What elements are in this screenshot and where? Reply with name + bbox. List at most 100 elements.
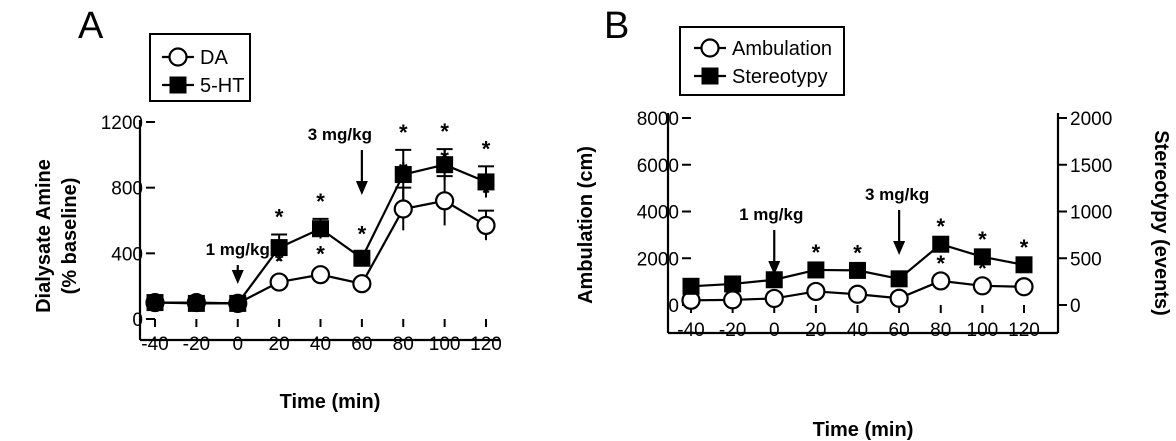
panel-a-data-point (394, 166, 412, 184)
panel-b-legend-marker (700, 38, 720, 58)
panel-a-data-point (269, 272, 289, 292)
panel-a-legend-marker (169, 76, 187, 94)
panel-b-y-tick-label: 2000 (637, 249, 679, 270)
panel-b-y-label-left: Ambulation (cm) (575, 146, 597, 304)
panel-a-annotation-label: 1 mg/kg (206, 240, 270, 259)
panel-b-significance-mark: * (978, 256, 987, 281)
panel-b-x-tick-label: 100 (967, 320, 999, 341)
panel-a-data-point (476, 215, 496, 236)
panel-b-x-tick-label: -20 (719, 320, 746, 341)
panel-b-y-right-tick-label: 1500 (1070, 156, 1112, 177)
panel-a-data-point (352, 274, 372, 294)
panel-b-data-point (807, 261, 825, 279)
panel-a-x-tick-label: -40 (141, 334, 168, 355)
panel-b-data-point (764, 288, 784, 309)
panel-a-significance-mark: * (316, 189, 325, 214)
panel-b-x-tick-label: 40 (847, 320, 868, 341)
panel-a-legend-label: DA (200, 47, 228, 69)
panel-a-significance-mark: * (482, 136, 491, 161)
panel-a-data-point (436, 156, 454, 174)
panel-a-annotation-arrowhead (355, 181, 368, 195)
panel-b-y-tick-label: 6000 (637, 156, 679, 177)
panel-a-x-tick-label: 80 (393, 334, 414, 355)
panel-b-data-point (890, 270, 908, 288)
panel-a-significance-mark: * (275, 249, 284, 274)
panel-a-significance-mark: * (399, 120, 408, 145)
panel-b-data-point (972, 276, 992, 296)
panel-a-x-tick-label: 100 (429, 334, 461, 355)
panel-b-data-point (889, 288, 909, 308)
panel-b-data-point (765, 271, 783, 289)
panel-b-data-point (1015, 256, 1033, 274)
panel-a-legend-label: 5-HT (200, 75, 244, 97)
panel-b-legend (679, 26, 845, 96)
panel-a-significance-mark: * (440, 119, 449, 144)
panel-a-x-tick-label: 20 (269, 334, 290, 355)
panel-a-significance-mark: * (316, 241, 325, 266)
panel-a-data-point (435, 191, 455, 211)
panel-a-data-point (270, 239, 288, 257)
panel-b-letter: B (604, 5, 629, 47)
panel-b-y-tick-label: 8000 (637, 109, 679, 130)
panel-b-y-tick-label: 0 (668, 296, 679, 317)
panel-a: A DA5-HT -40 -20 0 20 40 60 80 100 1200400800120… (33, 5, 502, 413)
panel-b-annotation-label: 1 mg/kg (739, 205, 803, 224)
panel-a-annotation-arrowhead (231, 270, 244, 284)
panel-a-x-label: Time (min) (280, 391, 381, 413)
panel-a-y-tick-label: 400 (111, 244, 143, 265)
panel-a-series-5-ht: * * * * * * (146, 119, 495, 312)
panel-b-series-stereotypy: * * * * * (682, 214, 1033, 295)
panel-b-annotation-label: 3 mg/kg (865, 185, 929, 204)
panel-b-legend-label: Stereotypy (732, 66, 828, 88)
panel-b-annotation-arrowhead (893, 241, 906, 255)
panel-b-x-tick-label: 0 (769, 320, 780, 341)
panel-a-data-point (477, 173, 495, 191)
panel-a-data-point (393, 199, 413, 219)
panel-b-legend-label: Ambulation (732, 38, 832, 60)
panel-b-x-tick-label: 120 (1008, 320, 1040, 341)
panel-a-x-tick-label: 60 (351, 334, 372, 355)
panel-a-x-tick-label: 40 (310, 334, 331, 355)
panel-b-significance-mark: * (812, 240, 821, 265)
panel-b-data-point (1014, 277, 1034, 297)
panel-b-y-right-tick-label: 2000 (1070, 109, 1112, 130)
panel-a-y-tick-label: 1200 (101, 113, 143, 134)
panel-b-data-point (973, 248, 991, 266)
panel-b-x-tick-label: -40 (677, 320, 704, 341)
panel-a-x-tick-label: 0 (232, 334, 243, 355)
panel-b-significance-mark: * (1020, 235, 1029, 260)
panel-a-y-tick-label: 0 (132, 310, 143, 331)
panel-b-x-label: Time (min) (813, 419, 914, 441)
panel-b-y-right-tick-label: 1000 (1070, 203, 1112, 224)
panel-a-significance-mark: * (358, 222, 367, 247)
panel-b-legend-marker (701, 67, 719, 85)
panel-b-data-point (724, 275, 742, 293)
panel-b-y-label-right: Stereotypy (events) (1150, 130, 1172, 316)
panel-a-y-label: Dialysate Amine (33, 159, 55, 313)
panel-b-significance-mark: * (936, 251, 945, 276)
panel-a-y-label-2: (% baseline) (59, 178, 81, 295)
panel-a-significance-mark: * (275, 204, 284, 229)
panel-b-y-tick-label: 4000 (637, 203, 679, 224)
panel-b-data-point (849, 261, 866, 279)
panel-b-data-point (682, 277, 700, 295)
panel-a-data-point (187, 294, 205, 312)
panel-b-data-point (806, 281, 826, 302)
panel-b-x-tick-label: 60 (889, 320, 910, 341)
panel-b-data-point (932, 235, 950, 253)
panel-a-x-tick-label: 120 (470, 334, 502, 355)
panel-b-y-right-tick-label: 0 (1070, 296, 1081, 317)
panel-b-significance-mark: * (853, 240, 862, 265)
panel-b-data-point (723, 290, 743, 310)
panel-b-annotation-arrowhead (768, 261, 781, 275)
panel-b-x-tick-label: 20 (805, 320, 826, 341)
panel-a-data-point (310, 265, 331, 285)
panel-b: B Ambulation Stereotypy -40 -20 0 20 40 60 80 10… (575, 5, 1172, 441)
panel-a-data-point (229, 294, 247, 312)
panel-b-series-ambulation: * * (681, 251, 1034, 310)
panel-b-significance-mark: * (936, 214, 945, 239)
panel-b-x-tick-label: 80 (930, 320, 951, 341)
panel-a-x-tick-label: -20 (183, 334, 210, 355)
panel-a-data-point (146, 294, 164, 312)
